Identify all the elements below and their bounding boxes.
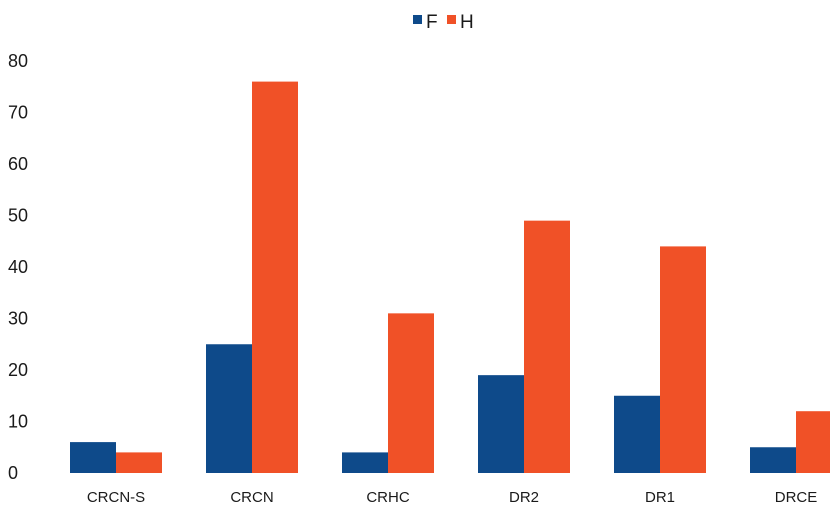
- legend-swatch-f: [413, 15, 422, 24]
- bar-f-dr2: [478, 375, 524, 473]
- y-tick-label: 0: [8, 463, 18, 483]
- y-tick-label: 50: [8, 206, 28, 226]
- bar-f-crcn: [206, 344, 252, 473]
- bar-f-crcn-s: [70, 442, 116, 473]
- y-tick-label: 30: [8, 309, 28, 329]
- y-tick-label: 20: [8, 360, 28, 380]
- y-tick-label: 70: [8, 103, 28, 123]
- x-tick-label: CRCN: [230, 489, 273, 506]
- y-tick-label: 60: [8, 154, 28, 174]
- x-tick-label: DRCE: [775, 489, 818, 506]
- legend-label-h: H: [460, 12, 474, 33]
- bar-h-dr1: [660, 246, 706, 473]
- bar-h-crhc: [388, 313, 434, 473]
- legend-label-f: F: [426, 12, 438, 33]
- y-tick-label: 80: [8, 51, 28, 71]
- bar-h-crcn: [252, 81, 298, 473]
- x-tick-label: DR1: [645, 489, 675, 506]
- y-tick-label: 10: [8, 412, 28, 432]
- bar-h-dr2: [524, 220, 570, 473]
- x-tick-label: CRCN-S: [87, 489, 145, 506]
- y-axis-ticks: 0 10 20 30 40 50 60 70 80: [8, 51, 28, 483]
- bar-f-dr1: [614, 395, 660, 473]
- bar-h-crcn-s: [116, 452, 162, 473]
- bar-f-drce: [750, 447, 796, 473]
- y-tick-label: 40: [8, 257, 28, 277]
- legend-swatch-h: [447, 15, 456, 24]
- bar-f-crhc: [342, 452, 388, 473]
- x-axis-labels: CRCN-S CRCN CRHC DR2 DR1 DRCE: [87, 489, 817, 506]
- x-tick-label: CRHC: [366, 489, 409, 506]
- bars: [70, 81, 830, 473]
- x-tick-label: DR2: [509, 489, 539, 506]
- bar-h-drce: [796, 411, 830, 473]
